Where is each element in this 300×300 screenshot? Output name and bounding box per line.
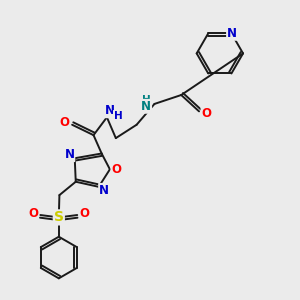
Text: S: S bbox=[54, 210, 64, 224]
Text: N: N bbox=[227, 27, 237, 40]
Text: O: O bbox=[202, 107, 212, 120]
Text: O: O bbox=[60, 116, 70, 129]
Text: N: N bbox=[105, 104, 115, 117]
Text: O: O bbox=[80, 207, 90, 220]
Text: N: N bbox=[141, 100, 151, 113]
Text: N: N bbox=[99, 184, 109, 197]
Text: H: H bbox=[142, 95, 151, 105]
Text: O: O bbox=[111, 163, 122, 176]
Text: O: O bbox=[28, 207, 38, 220]
Text: N: N bbox=[64, 148, 74, 161]
Text: H: H bbox=[114, 111, 123, 121]
